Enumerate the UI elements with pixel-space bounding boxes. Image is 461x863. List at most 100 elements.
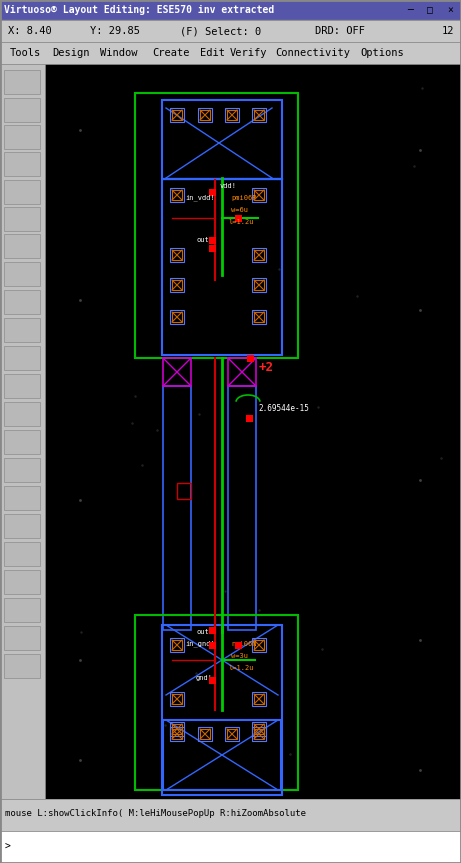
Bar [170,722,184,736]
Bar [254,729,264,739]
Bar [170,278,184,292]
Bar [4,125,40,149]
Bar [172,190,182,200]
Bar [254,724,264,734]
Bar [0,42,461,64]
Bar [4,598,40,622]
Text: Y: 29.85: Y: 29.85 [90,26,140,36]
Bar [0,799,461,831]
Bar [170,692,184,706]
Text: in_vdd!: in_vdd! [185,195,215,201]
Bar [209,189,216,196]
Bar [254,694,264,704]
Bar [254,250,264,260]
Text: DRD: OFF: DRD: OFF [315,26,365,36]
Bar [227,729,237,739]
Bar [4,262,40,286]
Bar [172,694,182,704]
Text: out: out [196,237,209,243]
Bar [135,615,298,790]
Bar [172,280,182,290]
Text: Connectivity: Connectivity [275,48,350,58]
Bar [177,483,191,499]
Bar [135,93,298,358]
Text: X: 8.40: X: 8.40 [8,26,52,36]
Text: l=1.2u: l=1.2u [228,665,254,671]
Bar [172,312,182,322]
Text: Window: Window [100,48,137,58]
Bar [252,248,266,262]
Text: Verify: Verify [230,48,267,58]
Bar [254,640,264,650]
Bar [227,110,237,120]
Bar [4,458,40,482]
Bar [198,108,212,122]
Bar [4,152,40,176]
Bar [252,188,266,202]
Bar [254,312,264,322]
Text: Tools: Tools [10,48,41,58]
Bar [170,188,184,202]
Bar [235,215,242,222]
Bar [4,430,40,454]
Bar [4,402,40,426]
Bar [252,278,266,292]
Bar [252,310,266,324]
Bar [225,108,239,122]
Bar [172,640,182,650]
Bar [4,70,40,94]
Text: Design: Design [52,48,89,58]
Text: >: > [5,842,11,852]
Bar [162,625,282,795]
Bar [163,386,191,630]
Bar [228,358,256,386]
Bar [170,638,184,652]
Bar [4,486,40,510]
Bar [235,642,242,649]
Text: out: out [196,629,209,635]
Bar [209,245,216,252]
Bar [162,100,282,355]
Bar [252,727,266,741]
Bar [0,0,461,20]
Bar [172,110,182,120]
Bar [170,248,184,262]
Bar [4,98,40,122]
Text: gnd!: gnd! [196,675,213,681]
Bar [209,677,216,684]
Bar [4,234,40,258]
Bar [170,310,184,324]
Bar [4,207,40,231]
Bar [254,110,264,120]
Text: vdd!: vdd! [220,183,237,189]
Text: 2.69544e-15: 2.69544e-15 [258,404,309,413]
Text: ×: × [447,5,453,15]
Bar [200,110,210,120]
Bar [4,346,40,370]
Bar [225,727,239,741]
Bar [0,20,461,42]
Bar [209,627,216,634]
Text: in_gnd!: in_gnd! [185,640,215,647]
Text: Virtuoso® Layout Editing: ESE570 inv extracted: Virtuoso® Layout Editing: ESE570 inv ext… [4,5,274,15]
Bar [252,108,266,122]
Text: ─: ─ [407,5,413,15]
Bar [246,415,253,422]
Bar [254,280,264,290]
Bar [172,724,182,734]
Text: (F) Select: 0: (F) Select: 0 [180,26,261,36]
Bar [4,290,40,314]
Bar [162,178,282,179]
Bar [163,358,191,386]
Bar [4,374,40,398]
Text: □: □ [427,5,433,15]
Bar [4,570,40,594]
Bar [4,654,40,678]
Bar [209,642,216,649]
Text: l=1.2u: l=1.2u [228,219,254,225]
Text: Options: Options [360,48,404,58]
Text: pmi06P: pmi06P [231,195,256,201]
Text: Create: Create [152,48,189,58]
Bar [0,64,45,799]
Bar [162,625,282,695]
